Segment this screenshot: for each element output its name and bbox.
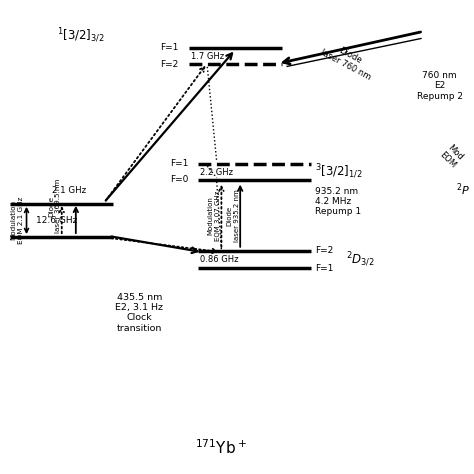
Text: 760 nm
E2
Repump 2: 760 nm E2 Repump 2 (417, 71, 463, 100)
Text: $^2P$: $^2P$ (456, 182, 470, 198)
Text: F=2: F=2 (160, 60, 179, 69)
Text: Diode
laser 760 nm: Diode laser 760 nm (319, 38, 377, 82)
Text: Diode
laser 369.5 nm: Diode laser 369.5 nm (48, 179, 61, 234)
Text: F=1: F=1 (315, 264, 334, 273)
Text: 2.2 GHz: 2.2 GHz (201, 167, 233, 176)
Text: 0.86 GHz: 0.86 GHz (201, 255, 239, 264)
Text: F=0: F=0 (170, 175, 188, 184)
Text: $^2D_{3/2}$: $^2D_{3/2}$ (346, 250, 375, 269)
Text: Diode
laser 935.2 nm: Diode laser 935.2 nm (227, 189, 240, 242)
Text: 1.7 GHz: 1.7 GHz (191, 52, 224, 61)
Text: Mod
EOM: Mod EOM (438, 143, 465, 170)
Text: F=1: F=1 (160, 43, 179, 52)
Text: 2.1 GHz: 2.1 GHz (52, 186, 86, 195)
Text: 435.5 nm
E2, 3.1 Hz
Clock
transition: 435.5 nm E2, 3.1 Hz Clock transition (115, 292, 163, 333)
Text: F=1: F=1 (170, 159, 188, 168)
Text: F=2: F=2 (315, 246, 334, 255)
Text: $^1[3/2]_{3/2}$: $^1[3/2]_{3/2}$ (57, 27, 105, 46)
Text: 12.6 GHz: 12.6 GHz (36, 216, 77, 225)
Text: $^3[3/2]_{1/2}$: $^3[3/2]_{1/2}$ (315, 163, 363, 181)
Text: Modulation
EOM 3.07 GHz: Modulation EOM 3.07 GHz (208, 191, 221, 241)
Text: $^{171}$Yb$^+$: $^{171}$Yb$^+$ (195, 438, 247, 456)
Text: Modulation
EOM 2.1 GHz: Modulation EOM 2.1 GHz (10, 197, 24, 244)
Text: 935.2 nm
4.2 MHz
Repump 1: 935.2 nm 4.2 MHz Repump 1 (315, 187, 362, 217)
